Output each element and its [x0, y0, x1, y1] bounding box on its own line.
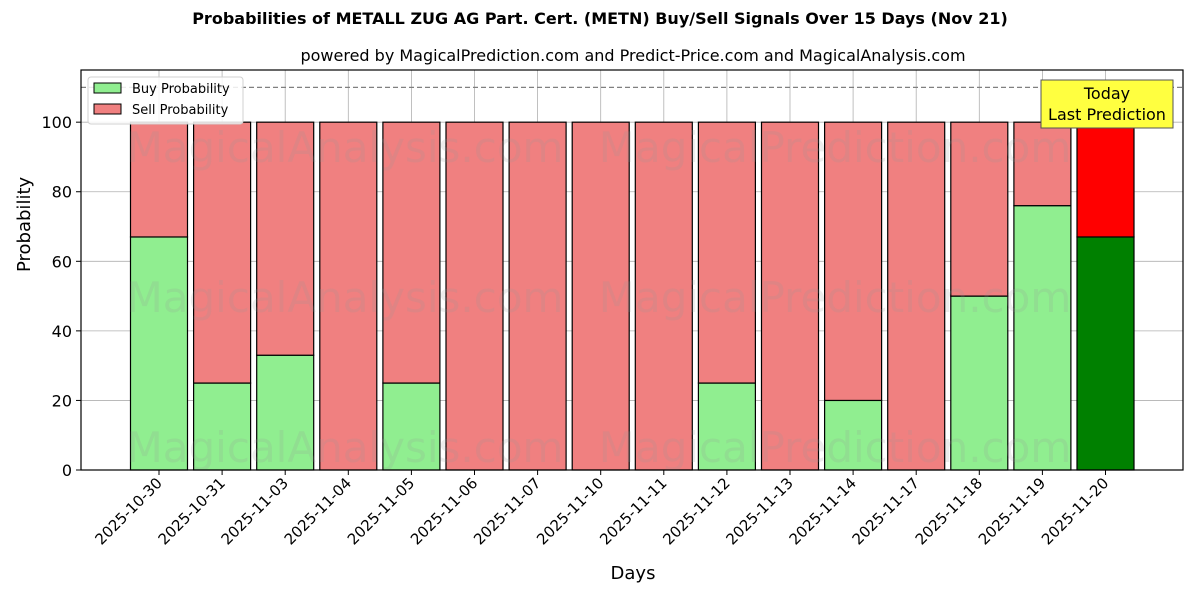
svg-text:Today: Today	[1083, 84, 1130, 103]
bar-group-2025-10-30	[129, 121, 189, 471]
sell-bar	[634, 121, 693, 471]
y-tick-label: 40	[52, 322, 72, 341]
bar-group-2025-11-14	[823, 121, 883, 471]
y-tick-label: 80	[52, 183, 72, 202]
x-tick-label: 2025-11-19	[975, 474, 1049, 548]
sell-bar	[887, 121, 946, 471]
y-tick-label: 100	[41, 113, 72, 132]
bar-group-2025-10-31	[193, 121, 252, 471]
x-axis-label: Days	[610, 563, 656, 584]
sell-bar	[445, 121, 504, 471]
sell-bar	[823, 121, 883, 402]
x-tick-label: 2025-10-31	[155, 474, 229, 548]
bar-group-2025-11-19	[1013, 121, 1072, 471]
buy-bar	[823, 399, 883, 471]
bar-group-2025-11-11	[634, 121, 693, 471]
y-tick-label: 60	[52, 252, 72, 271]
x-tick-label: 2025-11-05	[344, 474, 418, 548]
x-tick-label: 2025-11-17	[849, 474, 923, 548]
x-tick-label: 2025-11-12	[659, 474, 733, 548]
x-tick-label: 2025-11-03	[218, 474, 292, 548]
buy-bar	[129, 236, 189, 471]
sell-bar	[508, 121, 567, 471]
sell-bar	[256, 121, 315, 356]
x-tick-label: 2025-11-04	[281, 474, 355, 548]
bar-group-2025-11-10	[571, 121, 630, 471]
x-tick-label: 2025-11-06	[407, 474, 481, 548]
legend-sell-swatch	[93, 103, 122, 115]
sell-bar	[571, 121, 630, 471]
bar-group-2025-11-05	[382, 121, 441, 471]
x-tick-label: 2025-11-07	[470, 474, 544, 548]
chart-subtitle: powered by MagicalPrediction.com and Pre…	[300, 46, 966, 65]
legend: Buy Probability Sell Probability	[87, 76, 244, 125]
watermark: MagicalPrediction.com	[599, 423, 1072, 472]
bar-group-2025-11-17	[887, 121, 946, 471]
bar-group-2025-11-06	[445, 121, 504, 471]
watermark: MagicalPrediction.com	[599, 273, 1072, 322]
sell-bar	[950, 121, 1009, 297]
buy-bar	[1013, 205, 1072, 471]
bar-group-2025-11-13	[760, 121, 820, 471]
bar-group-2025-11-18	[950, 121, 1009, 471]
chart-title: Probabilities of METALL ZUG AG Part. Cer…	[192, 9, 1008, 28]
plot-frame	[80, 69, 1184, 471]
buy-bar	[697, 382, 757, 471]
bar-group-2025-11-20	[1076, 121, 1135, 471]
today-annotation: Today Last Prediction	[1040, 79, 1174, 129]
watermark: MagicalPrediction.com	[599, 123, 1072, 172]
watermark: MagicalAnalysis.com	[127, 273, 564, 322]
x-tick-label: 2025-11-11	[596, 474, 670, 548]
sell-bar	[382, 121, 441, 384]
bar-group-2025-11-03	[256, 121, 315, 471]
x-tick-label: 2025-10-30	[91, 474, 165, 548]
bar-group-2025-11-07	[508, 121, 567, 471]
x-tick-label: 2025-11-18	[912, 474, 986, 548]
watermark: MagicalAnalysis.com	[127, 123, 564, 172]
sell-bar	[697, 121, 757, 384]
legend-buy-label: Buy Probability	[132, 82, 230, 97]
legend-sell-label: Sell Probability	[132, 103, 229, 118]
sell-bar	[1013, 121, 1072, 207]
y-tick-label: 0	[62, 461, 72, 480]
legend-buy-swatch	[93, 82, 122, 94]
buy-bar	[1076, 236, 1135, 471]
svg-text:Last Prediction: Last Prediction	[1048, 105, 1166, 124]
x-tick-label: 2025-11-20	[1038, 474, 1112, 548]
x-tick-label: 2025-11-10	[533, 474, 607, 548]
bar-group-2025-11-04	[319, 121, 378, 471]
sell-bar	[760, 121, 820, 471]
y-tick-label: 20	[52, 391, 72, 410]
watermark: MagicalAnalysis.com	[127, 423, 564, 472]
sell-bar	[193, 121, 252, 384]
sell-bar	[1076, 121, 1135, 238]
x-tick-label: 2025-11-13	[722, 474, 796, 548]
bar-group-2025-11-12	[697, 121, 757, 471]
y-axis-label: Probability	[14, 176, 35, 272]
buy-bar	[382, 382, 441, 471]
x-tick-label: 2025-11-14	[786, 474, 860, 548]
sell-bar	[319, 121, 378, 471]
